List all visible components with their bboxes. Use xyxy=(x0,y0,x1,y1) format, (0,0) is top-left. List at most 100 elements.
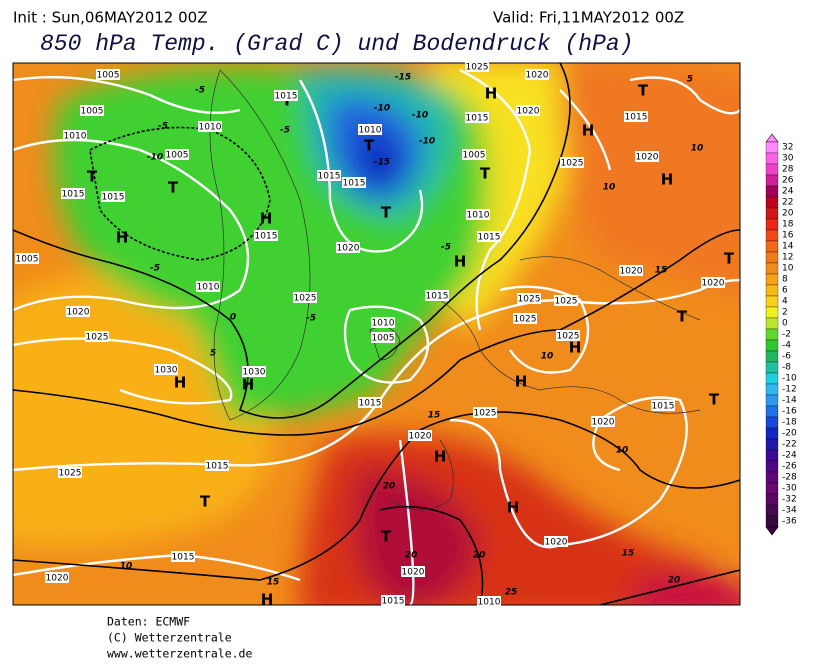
pressure-label-bg xyxy=(293,292,317,303)
pressure-label: 1010 xyxy=(467,211,490,221)
pressure-label: 1020 xyxy=(592,418,615,428)
pressure-label-bg xyxy=(274,90,298,101)
pressure-label: 1015 xyxy=(652,402,675,412)
colorbar-label: -20 xyxy=(782,429,797,439)
isotherm-label: 10 xyxy=(541,352,554,362)
pressure-label-bg xyxy=(466,209,490,220)
pressure-center: T xyxy=(709,391,720,409)
pressure-center: H xyxy=(582,122,595,140)
pressure-label-bg xyxy=(196,281,220,292)
colorbar-swatch xyxy=(765,372,779,385)
pressure-label: 1010 xyxy=(64,132,87,142)
isotherm-label: -10 xyxy=(374,104,390,114)
pressure-label: 1020 xyxy=(409,432,432,442)
pressure-label-bg xyxy=(85,331,109,342)
pressure-label-bg xyxy=(517,293,541,304)
pressure-center: H xyxy=(174,374,187,392)
colorbar-swatch xyxy=(765,163,779,176)
colorbar-label: 2 xyxy=(782,308,788,318)
isotherm-label: -10 xyxy=(419,137,435,147)
pressure-center: H xyxy=(515,373,528,391)
colorbar-swatch xyxy=(765,317,779,330)
isotherm-label: -5 xyxy=(280,126,290,136)
pressure-center: T xyxy=(638,82,649,100)
colorbar-label: -24 xyxy=(782,451,797,461)
pressure-label-bg xyxy=(96,69,120,80)
colorbar-swatch xyxy=(765,152,779,165)
colorbar-label: -36 xyxy=(782,517,797,527)
pressure-label: 1010 xyxy=(478,598,501,608)
valid-time: Valid: Fri,11MAY2012 00Z xyxy=(493,9,684,27)
pressure-label-bg xyxy=(80,105,104,116)
pressure-label: 1005 xyxy=(81,107,104,117)
isotherm-label: -15 xyxy=(395,73,411,83)
pressure-center: H xyxy=(434,448,447,466)
pressure-label-bg xyxy=(591,416,615,427)
pressure-label-bg xyxy=(473,407,497,418)
pressure-label: 1005 xyxy=(166,151,189,161)
isotherm-label: -5 xyxy=(158,122,168,132)
isotherm-label: 20 xyxy=(668,576,681,586)
pressure-label: 1020 xyxy=(636,153,659,163)
pressure-label: 1010 xyxy=(372,319,395,329)
init-time: Init : Sun,06MAY2012 00Z xyxy=(13,9,207,27)
pressure-label: 1025 xyxy=(466,63,489,73)
colorbar-swatch xyxy=(765,482,779,495)
pressure-label: 1015 xyxy=(426,292,449,302)
colorbar-label: 18 xyxy=(782,220,794,230)
isotherm-label: -5 xyxy=(441,243,451,253)
isotherm-label: 10 xyxy=(603,183,616,193)
copyright: (C) Wetterzentrale xyxy=(107,631,232,645)
pressure-label: 1010 xyxy=(359,126,382,136)
colorbar-swatch xyxy=(765,196,779,209)
pressure-label: 1020 xyxy=(67,308,90,318)
colorbar-label: 0 xyxy=(782,319,788,329)
pressure-label-bg xyxy=(358,397,382,408)
isotherms xyxy=(13,63,740,605)
pressure-label: 1015 xyxy=(318,172,341,182)
pressure-center: H xyxy=(261,591,274,609)
colorbar-label: 16 xyxy=(782,231,794,241)
pressure-label: 1015 xyxy=(625,113,648,123)
pressure-label-bg xyxy=(317,170,341,181)
map-field xyxy=(13,63,740,605)
colorbar-swatch xyxy=(765,185,779,198)
pressure-center: H xyxy=(260,210,273,228)
pressure-center: T xyxy=(364,137,375,155)
pressure-label-bg xyxy=(408,430,432,441)
pressure-label: 1005 xyxy=(463,151,486,161)
colorbar-swatch xyxy=(765,262,779,275)
pressure-label-bg xyxy=(358,124,382,135)
pressure-label: 1020 xyxy=(402,568,425,578)
colorbar-label: -18 xyxy=(782,418,797,428)
pressure-label-bg xyxy=(619,265,643,276)
colorbar-label: -22 xyxy=(782,440,797,450)
pressure-label: 1015 xyxy=(62,190,85,200)
pressure-label: 1020 xyxy=(620,267,643,277)
colorbar-tip xyxy=(765,133,779,143)
colorbar-swatch xyxy=(765,405,779,418)
isotherm-label: 0 xyxy=(230,313,236,323)
pressure-label: 1015 xyxy=(206,462,229,472)
pressure-label-bg xyxy=(61,188,85,199)
colorbar-label: -26 xyxy=(782,462,797,472)
colorbar-swatch xyxy=(765,295,779,308)
colorbar-swatch xyxy=(765,284,779,297)
data-source: Daten: ECMWF xyxy=(107,615,190,629)
pressure-center: H xyxy=(485,85,498,103)
pressure-label-bg xyxy=(401,566,425,577)
pressure-label-bg xyxy=(516,105,540,116)
colorbar-label: 30 xyxy=(782,154,794,164)
pressure-center: H xyxy=(116,229,129,247)
pressure-label: 1015 xyxy=(343,179,366,189)
colorbar-swatch xyxy=(765,383,779,396)
pressure-label: 1010 xyxy=(199,123,222,133)
colorbar-label: -2 xyxy=(782,330,791,340)
pressure-label: 1025 xyxy=(561,159,584,169)
pressure-label-bg xyxy=(477,596,501,607)
pressure-label: 1025 xyxy=(555,297,578,307)
pressure-center: H xyxy=(454,253,467,271)
colorbar-swatch xyxy=(765,504,779,517)
colorbar-swatch xyxy=(765,218,779,231)
